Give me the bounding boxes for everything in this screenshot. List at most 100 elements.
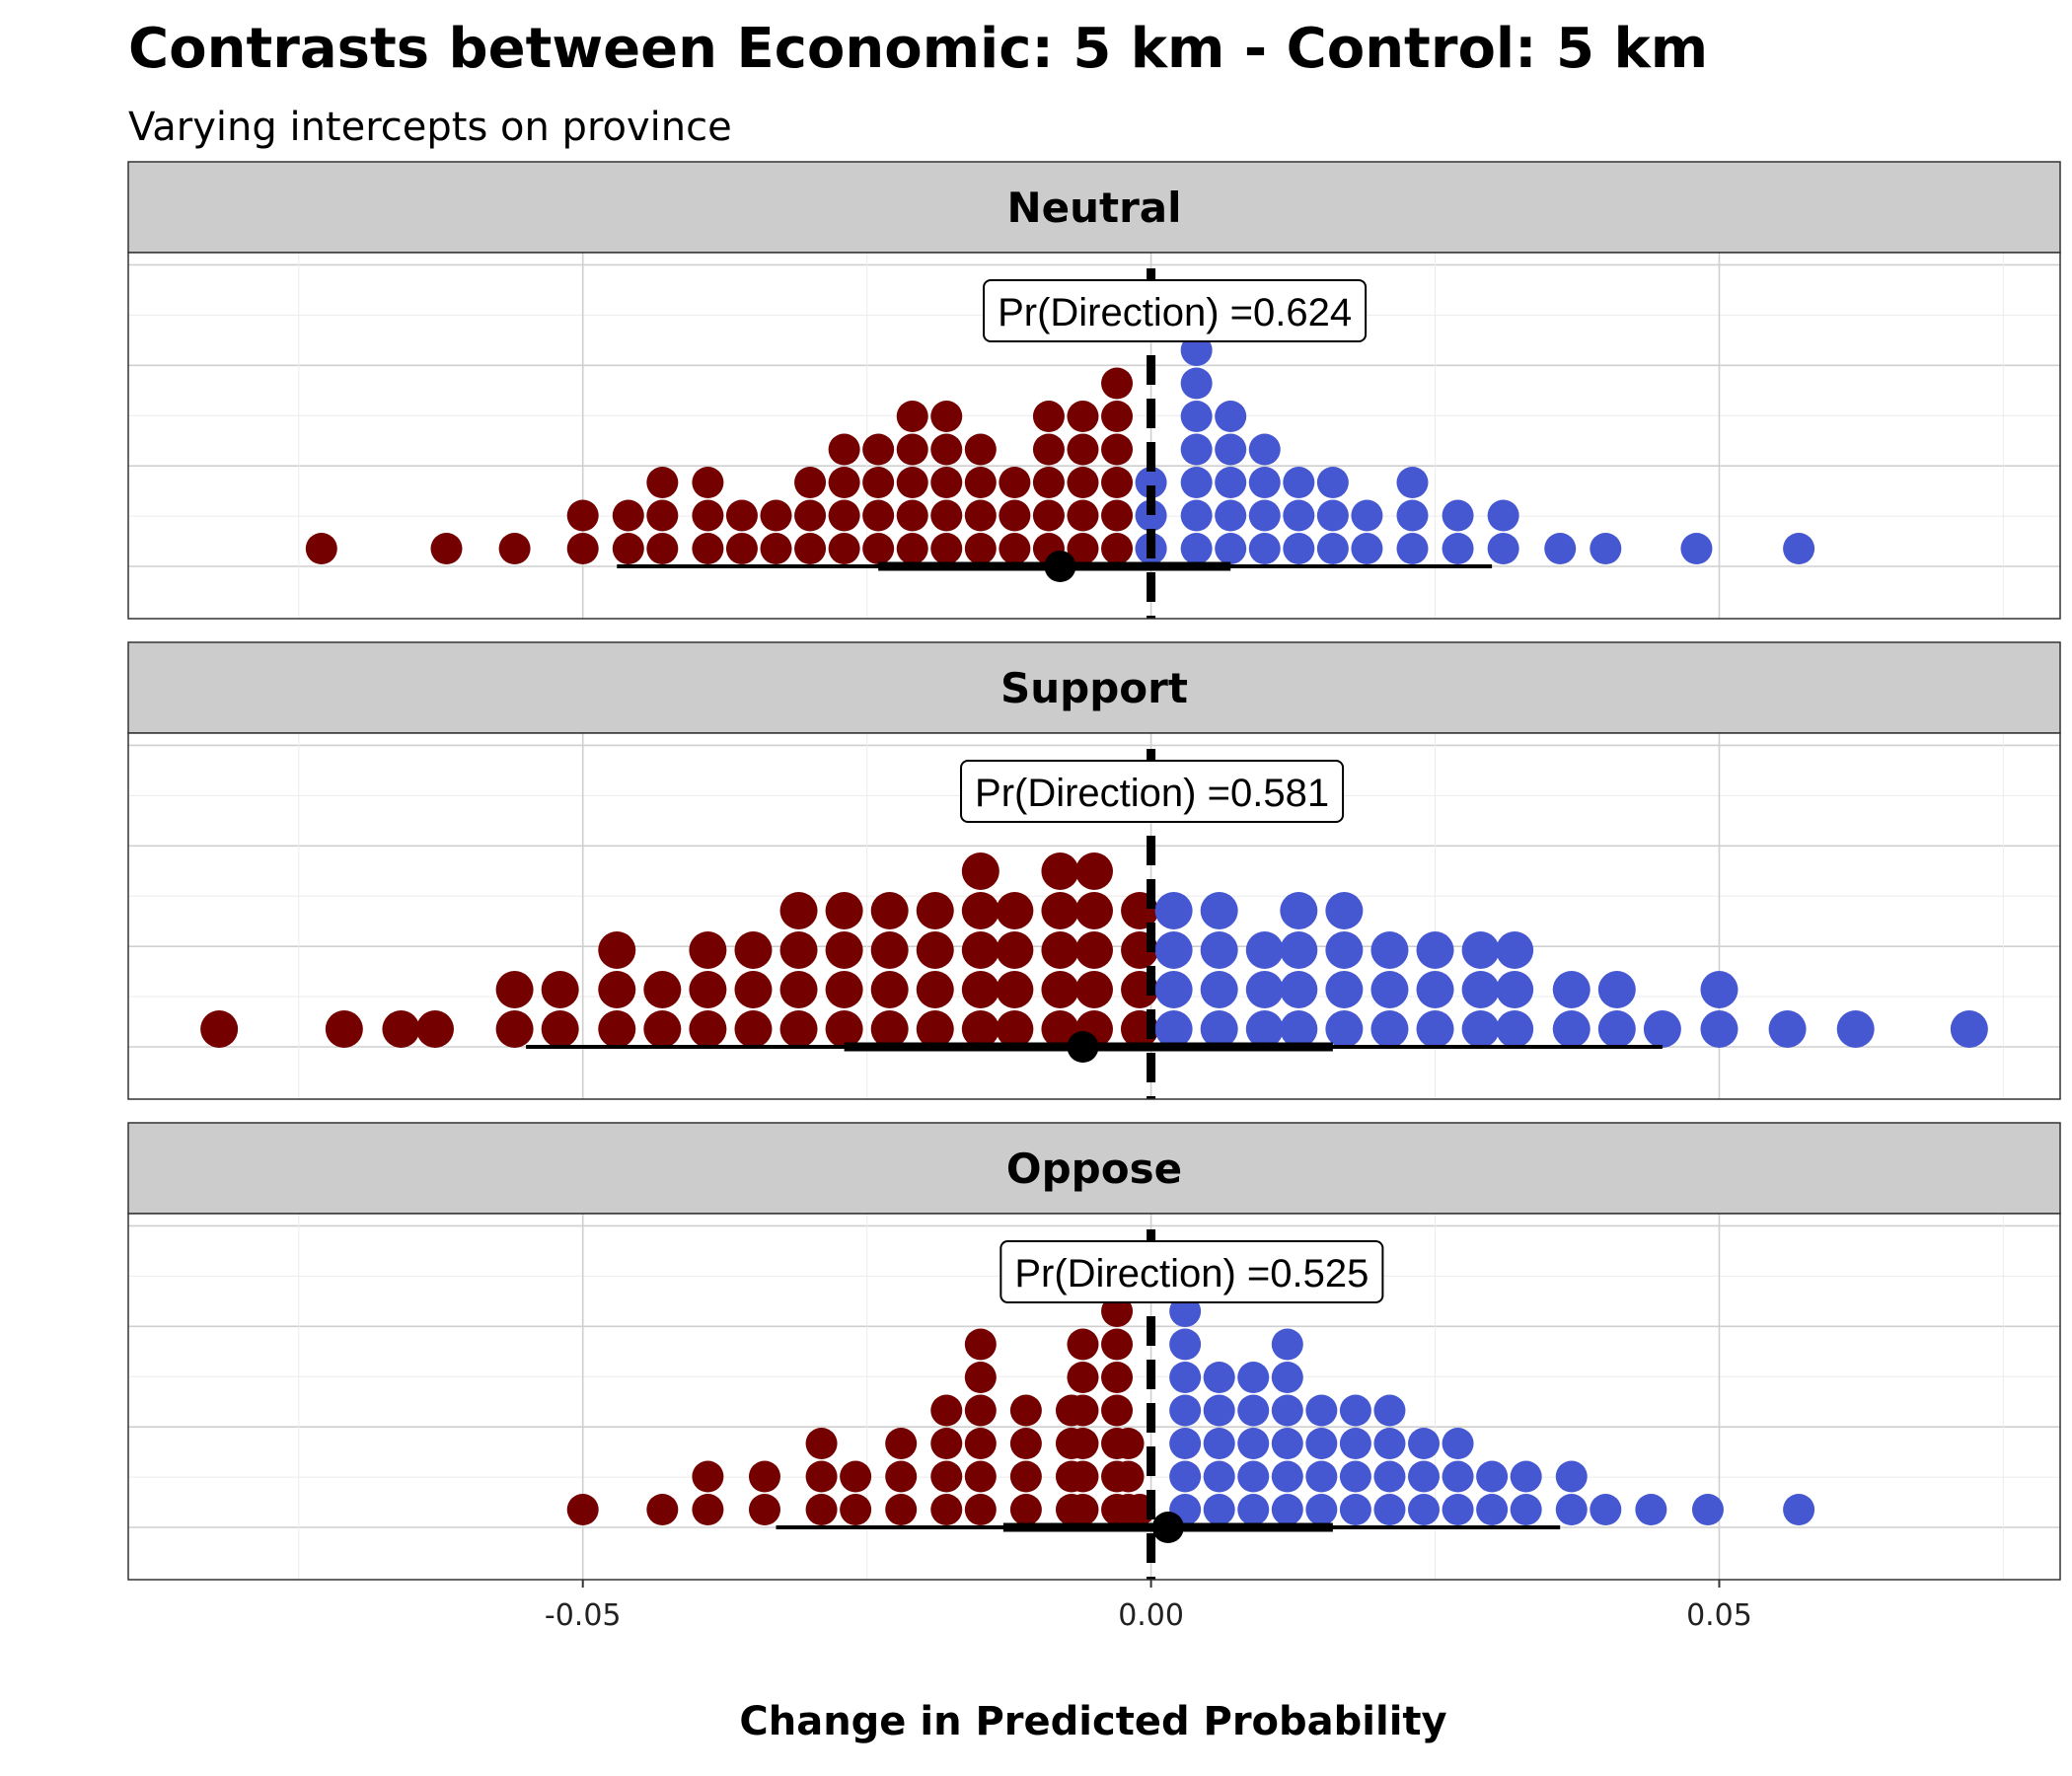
dot	[1067, 1494, 1099, 1525]
dot	[1180, 467, 1213, 498]
dot	[896, 499, 928, 532]
dot	[896, 533, 928, 564]
dot	[1248, 533, 1281, 564]
facet-strip	[127, 1122, 2061, 1215]
dot	[1783, 533, 1815, 564]
dot	[964, 1494, 997, 1525]
dot	[1351, 499, 1383, 532]
dot	[1442, 499, 1474, 532]
dot	[1552, 971, 1591, 1008]
dot	[779, 971, 818, 1008]
dot	[1700, 971, 1739, 1008]
dot	[382, 1010, 420, 1048]
dot	[779, 931, 818, 969]
dot	[885, 1428, 918, 1459]
dot	[1248, 467, 1281, 498]
dot	[964, 433, 997, 466]
dot	[200, 1010, 239, 1048]
pr-direction-label: Pr(Direction) =0.525	[999, 1240, 1384, 1303]
dot	[1416, 971, 1454, 1008]
dot	[1075, 852, 1113, 890]
dot	[885, 1494, 918, 1525]
dot	[1169, 1460, 1202, 1493]
dot	[916, 1010, 954, 1048]
dot	[1112, 1460, 1145, 1493]
dot	[862, 467, 895, 498]
dot	[961, 1010, 999, 1048]
dot	[1305, 1494, 1338, 1525]
dot	[1396, 533, 1429, 564]
dot	[748, 1494, 780, 1525]
dot	[1283, 467, 1315, 498]
dot	[1009, 1494, 1042, 1525]
median-point	[1044, 551, 1076, 582]
dot	[1544, 533, 1577, 564]
dot	[916, 892, 954, 929]
dot	[916, 971, 954, 1008]
dot	[1203, 1428, 1235, 1459]
dot	[930, 1460, 963, 1493]
dot	[1245, 1010, 1284, 1048]
facet-panel-oppose: Oppose Pr(Direction) =0.525	[127, 1122, 2061, 1581]
dot	[1305, 1460, 1338, 1493]
dot	[1067, 433, 1099, 466]
dot	[1180, 499, 1213, 532]
dot	[1101, 533, 1134, 564]
dot	[1408, 1428, 1441, 1459]
dot	[1237, 1494, 1270, 1525]
dot	[566, 1494, 599, 1525]
dot	[1836, 1010, 1875, 1048]
facet-strip	[127, 641, 2061, 734]
dot	[1154, 931, 1193, 969]
dot	[1635, 1494, 1667, 1525]
dot	[1067, 499, 1099, 532]
dot	[1597, 971, 1636, 1008]
dot	[734, 1010, 773, 1048]
dot	[828, 433, 860, 466]
dot	[862, 533, 895, 564]
dot	[1200, 892, 1238, 929]
dot	[1041, 971, 1079, 1008]
dot	[1373, 1394, 1406, 1427]
dot	[870, 971, 909, 1008]
dot	[612, 499, 644, 532]
dot	[689, 1010, 727, 1048]
dot	[646, 467, 679, 498]
dot	[1245, 971, 1284, 1008]
dot	[598, 931, 636, 969]
dot	[779, 892, 818, 929]
dot	[862, 433, 895, 466]
dot	[825, 971, 863, 1008]
dot	[1461, 931, 1500, 969]
dot	[1101, 401, 1134, 432]
dot	[1442, 1428, 1474, 1459]
dot	[1101, 367, 1134, 400]
dot	[760, 499, 792, 532]
dot	[805, 1428, 838, 1459]
dot	[1067, 533, 1099, 564]
dot	[870, 892, 909, 929]
dot	[1215, 401, 1247, 432]
x-tick-label: -0.05	[545, 1598, 622, 1633]
dot	[1248, 499, 1281, 532]
dot	[1552, 1010, 1591, 1048]
dot	[1325, 971, 1364, 1008]
dot	[692, 1494, 724, 1525]
dot	[1643, 1010, 1681, 1048]
dot	[325, 1010, 363, 1048]
dot	[1215, 533, 1247, 564]
dot	[1169, 1428, 1202, 1459]
dot	[1237, 1362, 1270, 1393]
panel-border	[127, 732, 2061, 1100]
facet-panels: Neutral Pr(Direction) =0.624 Support Pr(Dir…	[127, 161, 2061, 1581]
dot	[825, 931, 863, 969]
dot	[646, 1494, 679, 1525]
pr-direction-label: Pr(Direction) =0.624	[983, 279, 1368, 342]
dot	[779, 1010, 818, 1048]
dot	[1169, 1362, 1202, 1393]
dot	[794, 467, 827, 498]
dot	[1067, 1428, 1099, 1459]
dot	[1101, 499, 1134, 532]
dot	[1032, 467, 1065, 498]
pr-direction-text: Pr(Direction) =0.624	[998, 291, 1352, 334]
